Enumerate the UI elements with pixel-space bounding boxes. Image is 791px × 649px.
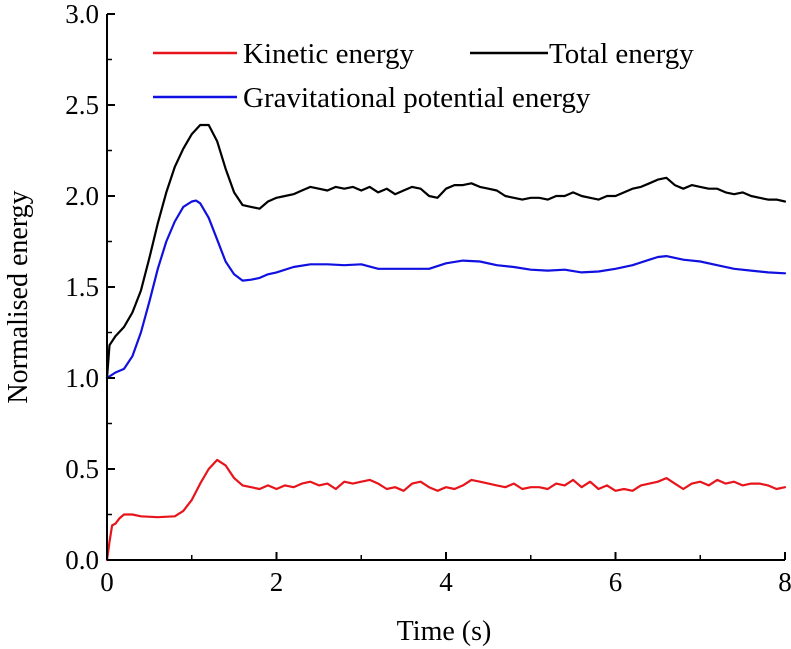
legend-label: Total energy	[549, 38, 694, 70]
series-line-kinetic-energy	[105, 458, 787, 562]
x-tick-label: 6	[609, 567, 623, 597]
y-tick-label: 3.0	[65, 0, 99, 29]
y-axis-title: Normalised energy	[3, 190, 34, 403]
y-tick-label: 0.0	[65, 545, 99, 575]
y-tick-label: 2.0	[65, 181, 99, 211]
y-tick-label: 1.5	[65, 272, 99, 302]
series-line-total-energy	[105, 123, 787, 380]
y-tick-label: 1.0	[65, 363, 99, 393]
series-line-gravitational-potential-energy	[105, 199, 787, 380]
legend-label: Gravitational potential energy	[243, 82, 591, 114]
y-tick-label: 0.5	[65, 454, 99, 484]
legend-label: Kinetic energy	[243, 38, 414, 70]
x-axis-title: Time (s)	[397, 616, 492, 647]
x-tick-label: 4	[439, 567, 453, 597]
x-tick-label: 8	[778, 567, 791, 597]
x-tick-label: 2	[270, 567, 284, 597]
y-tick-label: 2.5	[65, 90, 99, 120]
x-tick-label: 0	[100, 567, 114, 597]
